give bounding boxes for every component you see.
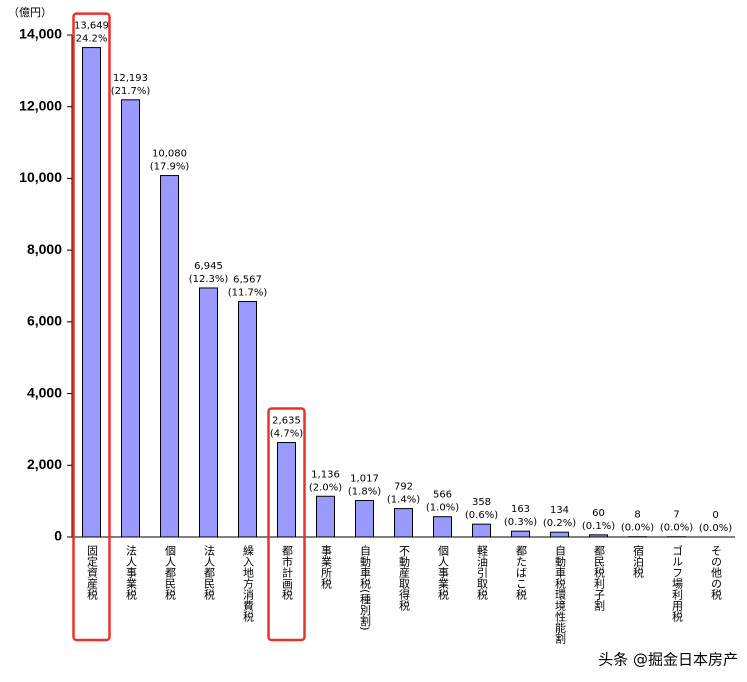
- bar: [316, 495, 335, 538]
- bar: [550, 531, 569, 538]
- y-tick-label: 12,000: [19, 97, 62, 113]
- bar: [82, 47, 101, 538]
- value-label: 13,649: [74, 21, 109, 32]
- x-tick-label: 自動車税(種別割): [359, 545, 372, 631]
- share-label: (21.7%): [111, 86, 151, 97]
- x-tick-label: 都たばこ税: [515, 545, 528, 600]
- share-label: (0.0%): [699, 523, 732, 534]
- value-label: 792: [394, 482, 413, 493]
- bar: [121, 99, 140, 538]
- bar: [433, 516, 452, 538]
- value-label: 134: [550, 505, 569, 516]
- share-label: (0.6%): [465, 510, 498, 521]
- bar: [277, 442, 296, 538]
- value-label: 12,193: [113, 73, 148, 84]
- x-tick-label: 法人都民税: [203, 544, 216, 600]
- highlight-box: [72, 12, 111, 642]
- value-label: 6,945: [194, 261, 223, 272]
- x-tick-label: 軽油引取税: [476, 545, 489, 600]
- x-tick-label: 都民税利子割: [593, 545, 606, 612]
- y-tick-label: 4,000: [27, 384, 62, 400]
- share-label: (12.3%): [189, 274, 229, 285]
- y-tick-label: 8,000: [27, 241, 62, 257]
- bar: [589, 534, 608, 538]
- share-label: (0.0%): [660, 523, 693, 534]
- value-label: 8: [634, 510, 640, 521]
- share-label: (1.8%): [348, 487, 381, 498]
- x-tick-label: その他の税: [710, 545, 723, 600]
- y-tick-label: 0: [54, 528, 62, 544]
- value-label: 1,017: [350, 474, 379, 485]
- share-label: (4.7%): [270, 429, 303, 440]
- value-label: 358: [472, 497, 491, 508]
- bar: [511, 530, 530, 538]
- share-label: (24.2%): [72, 34, 112, 45]
- x-tick-label: ゴルフ場利用税: [671, 544, 684, 622]
- x-tick-label: 都市計画税: [281, 545, 294, 600]
- share-label: (0.0%): [621, 523, 654, 534]
- share-label: (0.3%): [504, 517, 537, 528]
- value-label: 2,635: [272, 416, 301, 427]
- x-tick-label: 固定資産税: [86, 545, 99, 600]
- share-label: (17.9%): [150, 162, 190, 173]
- value-label: 10,080: [152, 149, 187, 160]
- bar: [238, 301, 257, 538]
- value-label: 7: [673, 510, 679, 521]
- highlight-box: [267, 407, 306, 642]
- unit-label: （億円）: [8, 6, 52, 19]
- watermark: 头条 @掘金日本房产: [598, 651, 738, 669]
- value-label: 0: [712, 510, 718, 521]
- bar: [199, 287, 218, 538]
- y-tick-label: 14,000: [19, 26, 62, 42]
- value-label: 6,567: [233, 275, 262, 286]
- bar: [394, 508, 413, 538]
- y-tick-label: 6,000: [27, 313, 62, 329]
- share-label: (2.0%): [309, 482, 342, 493]
- value-label: 60: [592, 508, 605, 519]
- bar: [355, 500, 374, 538]
- value-label: 163: [511, 504, 530, 515]
- bar: [472, 523, 491, 538]
- y-tick-label: 10,000: [19, 169, 62, 185]
- x-tick-label: 個人都民税: [164, 545, 177, 600]
- x-tick-label: 宿泊税: [632, 544, 645, 578]
- x-tick-label: 繰入地方消費税: [242, 544, 255, 622]
- x-tick-label: 法人事業税: [125, 544, 138, 600]
- value-label: 1,136: [311, 469, 340, 480]
- x-tick-label: 自動車税環境性能割: [554, 545, 567, 645]
- x-tick-label: 不動産取得税: [398, 545, 411, 611]
- share-label: (11.7%): [228, 288, 268, 299]
- value-label: 566: [433, 490, 452, 501]
- x-tick-label: 個人事業税: [437, 545, 450, 600]
- share-label: (1.4%): [387, 495, 420, 506]
- y-tick-label: 2,000: [27, 456, 62, 472]
- share-label: (0.2%): [543, 518, 576, 529]
- x-tick-label: 事業所税: [320, 545, 333, 589]
- bar: [160, 175, 179, 538]
- share-label: (1.0%): [426, 503, 459, 514]
- share-label: (0.1%): [582, 521, 615, 532]
